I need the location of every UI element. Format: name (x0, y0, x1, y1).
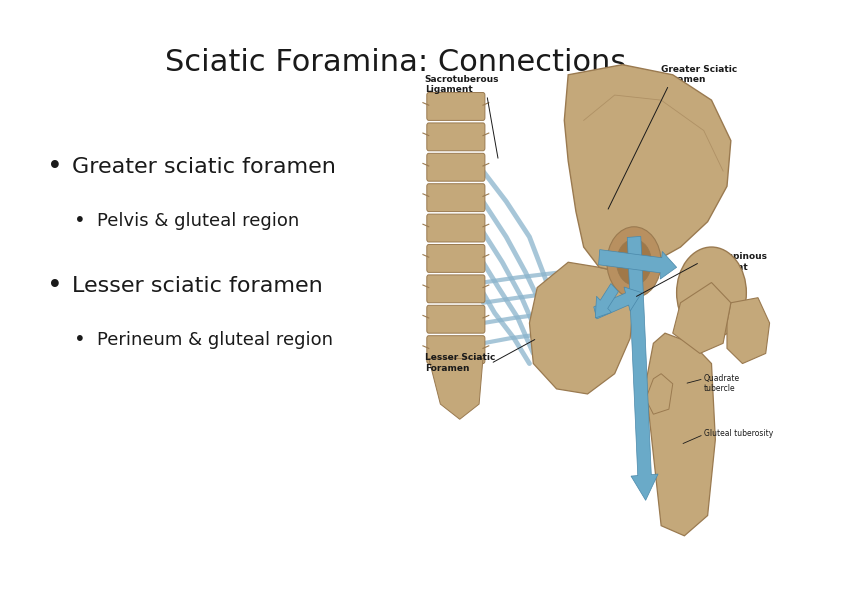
FancyBboxPatch shape (427, 244, 485, 272)
FancyArrow shape (595, 284, 618, 318)
FancyBboxPatch shape (427, 305, 485, 333)
FancyBboxPatch shape (427, 184, 485, 212)
Text: Perineum & gluteal region: Perineum & gluteal region (97, 331, 333, 349)
Text: Lesser Sciatic
Foramen: Lesser Sciatic Foramen (425, 353, 495, 373)
FancyArrow shape (627, 237, 658, 501)
FancyBboxPatch shape (427, 92, 485, 120)
Polygon shape (530, 262, 634, 394)
Polygon shape (646, 333, 716, 536)
Text: •: • (74, 211, 86, 230)
Text: Quadrate
tubercle: Quadrate tubercle (704, 374, 740, 393)
Text: Sciatic Foramina: Connections: Sciatic Foramina: Connections (165, 48, 626, 77)
Text: Sacrotuberous
Ligament: Sacrotuberous Ligament (425, 75, 499, 94)
FancyBboxPatch shape (427, 123, 485, 151)
FancyArrow shape (594, 287, 642, 319)
Text: Gluteal tuberosity: Gluteal tuberosity (704, 429, 773, 439)
Text: Lesser sciatic foramen: Lesser sciatic foramen (72, 276, 322, 296)
Polygon shape (673, 283, 731, 353)
Text: Greater Sciatic
Foramen: Greater Sciatic Foramen (661, 65, 738, 84)
Circle shape (616, 240, 652, 285)
Polygon shape (564, 65, 731, 272)
Polygon shape (646, 374, 673, 414)
Polygon shape (429, 359, 483, 420)
Text: Pelvis & gluteal region: Pelvis & gluteal region (97, 212, 299, 229)
FancyArrow shape (599, 250, 677, 279)
Text: •: • (47, 154, 62, 180)
Circle shape (607, 227, 661, 298)
FancyBboxPatch shape (427, 153, 485, 181)
Circle shape (677, 247, 746, 339)
FancyBboxPatch shape (427, 214, 485, 242)
Text: •: • (47, 273, 62, 299)
Text: Sacrospinous
Ligament: Sacrospinous Ligament (700, 252, 768, 272)
FancyBboxPatch shape (427, 275, 485, 303)
FancyBboxPatch shape (427, 336, 485, 364)
Polygon shape (727, 298, 770, 364)
Text: Greater sciatic foramen: Greater sciatic foramen (72, 157, 335, 177)
Text: •: • (74, 330, 86, 349)
